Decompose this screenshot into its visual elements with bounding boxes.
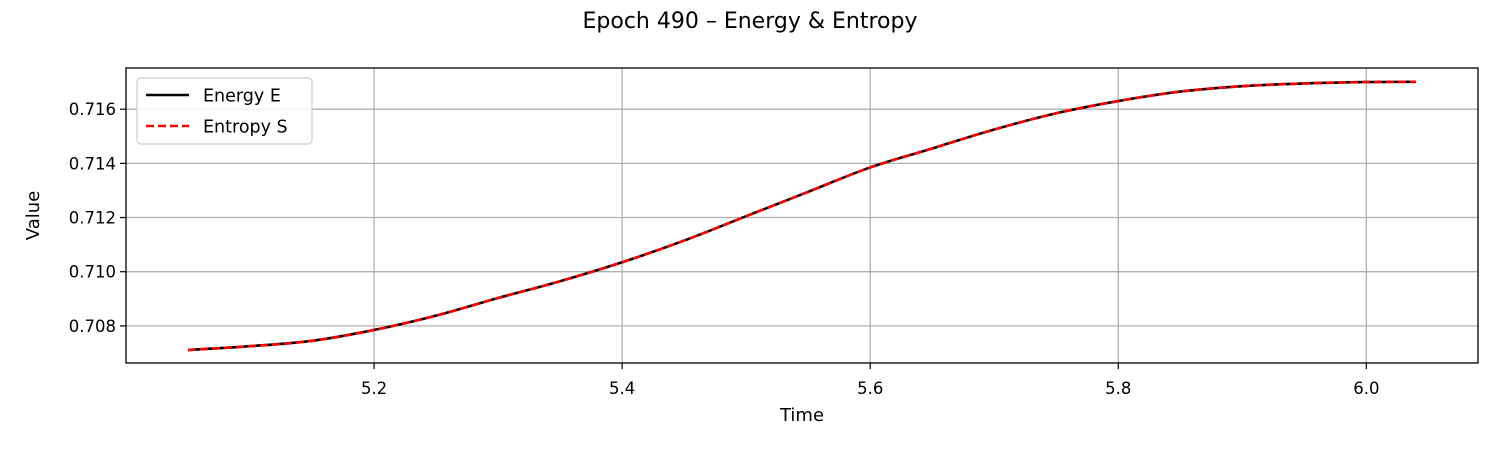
- x-tick-label: 5.4: [609, 379, 635, 398]
- legend-label-energy: Energy E: [203, 87, 281, 107]
- y-axis-label: Value: [23, 191, 44, 240]
- y-tick-label: 0.714: [69, 154, 116, 173]
- y-tick-label: 0.710: [69, 263, 116, 282]
- x-axis-label: Time: [779, 405, 824, 426]
- legend: Energy E Entropy S: [136, 77, 313, 145]
- series-layer: [187, 80, 1416, 352]
- x-tick-label: 5.6: [857, 379, 883, 398]
- plot-frame: [125, 67, 1479, 364]
- tick-layer: 5.2 5.4 5.6 5.8 6.0 0.708 0.710 0.712 0.714 0.716: [69, 100, 1380, 398]
- grid-layer: [126, 68, 1478, 363]
- y-tick-label: 0.708: [69, 317, 116, 336]
- x-tick-label: 6.0: [1353, 379, 1379, 398]
- x-tick-label: 5.8: [1105, 379, 1131, 398]
- chart-title: Epoch 490 – Energy & Entropy: [583, 9, 918, 34]
- y-tick-label: 0.712: [69, 209, 116, 228]
- series-line-entropy-s: [187, 80, 1416, 352]
- x-tick-label: 5.2: [361, 379, 387, 398]
- y-tick-label: 0.716: [69, 100, 116, 119]
- legend-label-entropy: Entropy S: [203, 118, 288, 138]
